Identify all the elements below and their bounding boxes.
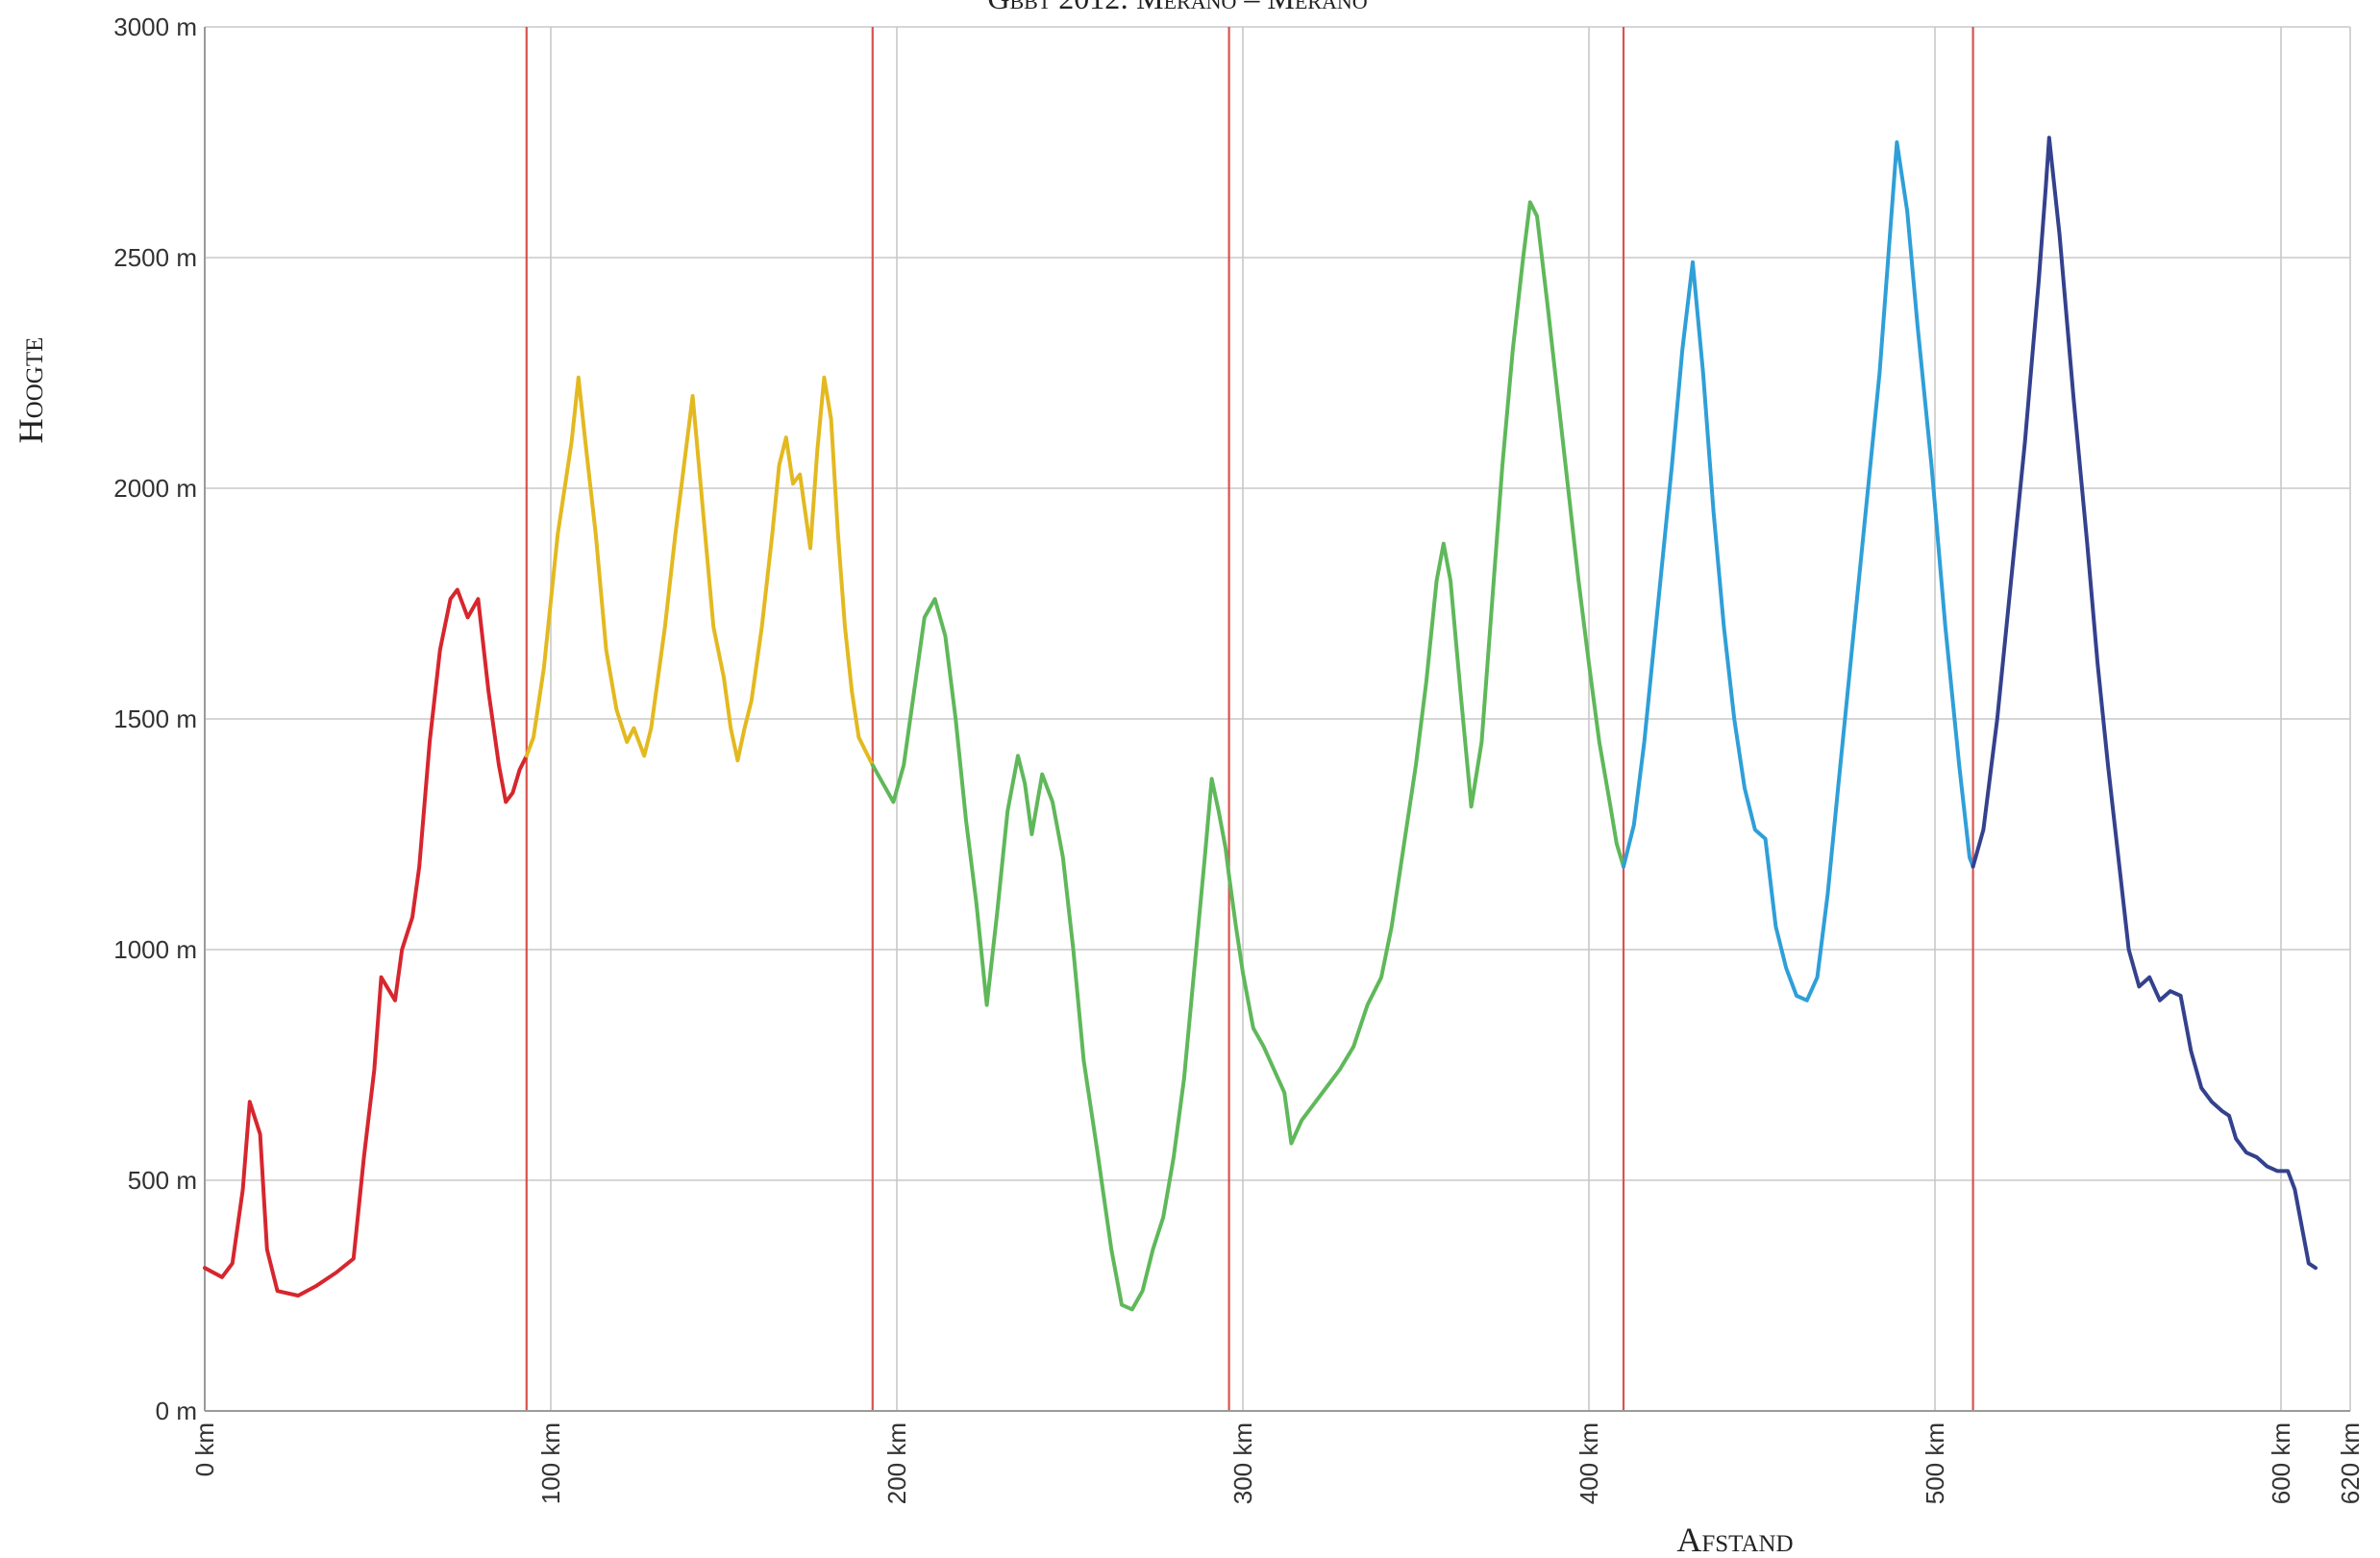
elevation-segment-3 (870, 200, 1625, 1312)
gridlines (204, 26, 2351, 1412)
x-tick-label: 200 km (882, 1422, 911, 1504)
y-axis-title: Hoogte (12, 337, 50, 444)
x-tick-label: 300 km (1228, 1422, 1257, 1504)
elevation-segment-5 (1971, 136, 2318, 1271)
y-tick-label: 2000 m (113, 474, 197, 503)
elevation-segment-2 (524, 375, 875, 767)
x-tick-label: 600 km (2267, 1422, 2295, 1504)
x-tick-label: 400 km (1574, 1422, 1603, 1504)
y-tick-label: 3000 m (113, 12, 197, 41)
x-tick-label: 500 km (1921, 1422, 1949, 1504)
elevation-segment-4 (1622, 140, 1975, 1002)
y-tick-label: 1000 m (113, 935, 197, 964)
y-tick-label: 0 m (156, 1397, 197, 1425)
elevation-series (203, 136, 2318, 1312)
y-tick-label: 1500 m (113, 705, 197, 733)
x-axis-title: Afstand (1676, 1521, 1793, 1558)
axes (204, 27, 2350, 1412)
stage-boundaries (525, 27, 1974, 1411)
x-tick-label: 0 km (190, 1422, 219, 1476)
elevation-segment-1 (203, 587, 529, 1298)
x-tick-label: 100 km (536, 1422, 565, 1504)
y-tick-label: 2500 m (113, 243, 197, 272)
y-tick-label: 500 m (128, 1166, 197, 1195)
x-tick-label: 620 km (2336, 1422, 2365, 1504)
y-axis-tick-labels: 0 m 500 m 1000 m 1500 m 2000 m 2500 m 3000 m (113, 12, 197, 1425)
chart-title: Gbbt 2012: Merano – Merano (987, 0, 1367, 15)
x-axis-tick-labels: 0 km 100 km 200 km 300 km 400 km 500 km 600 km… (190, 1422, 2365, 1504)
